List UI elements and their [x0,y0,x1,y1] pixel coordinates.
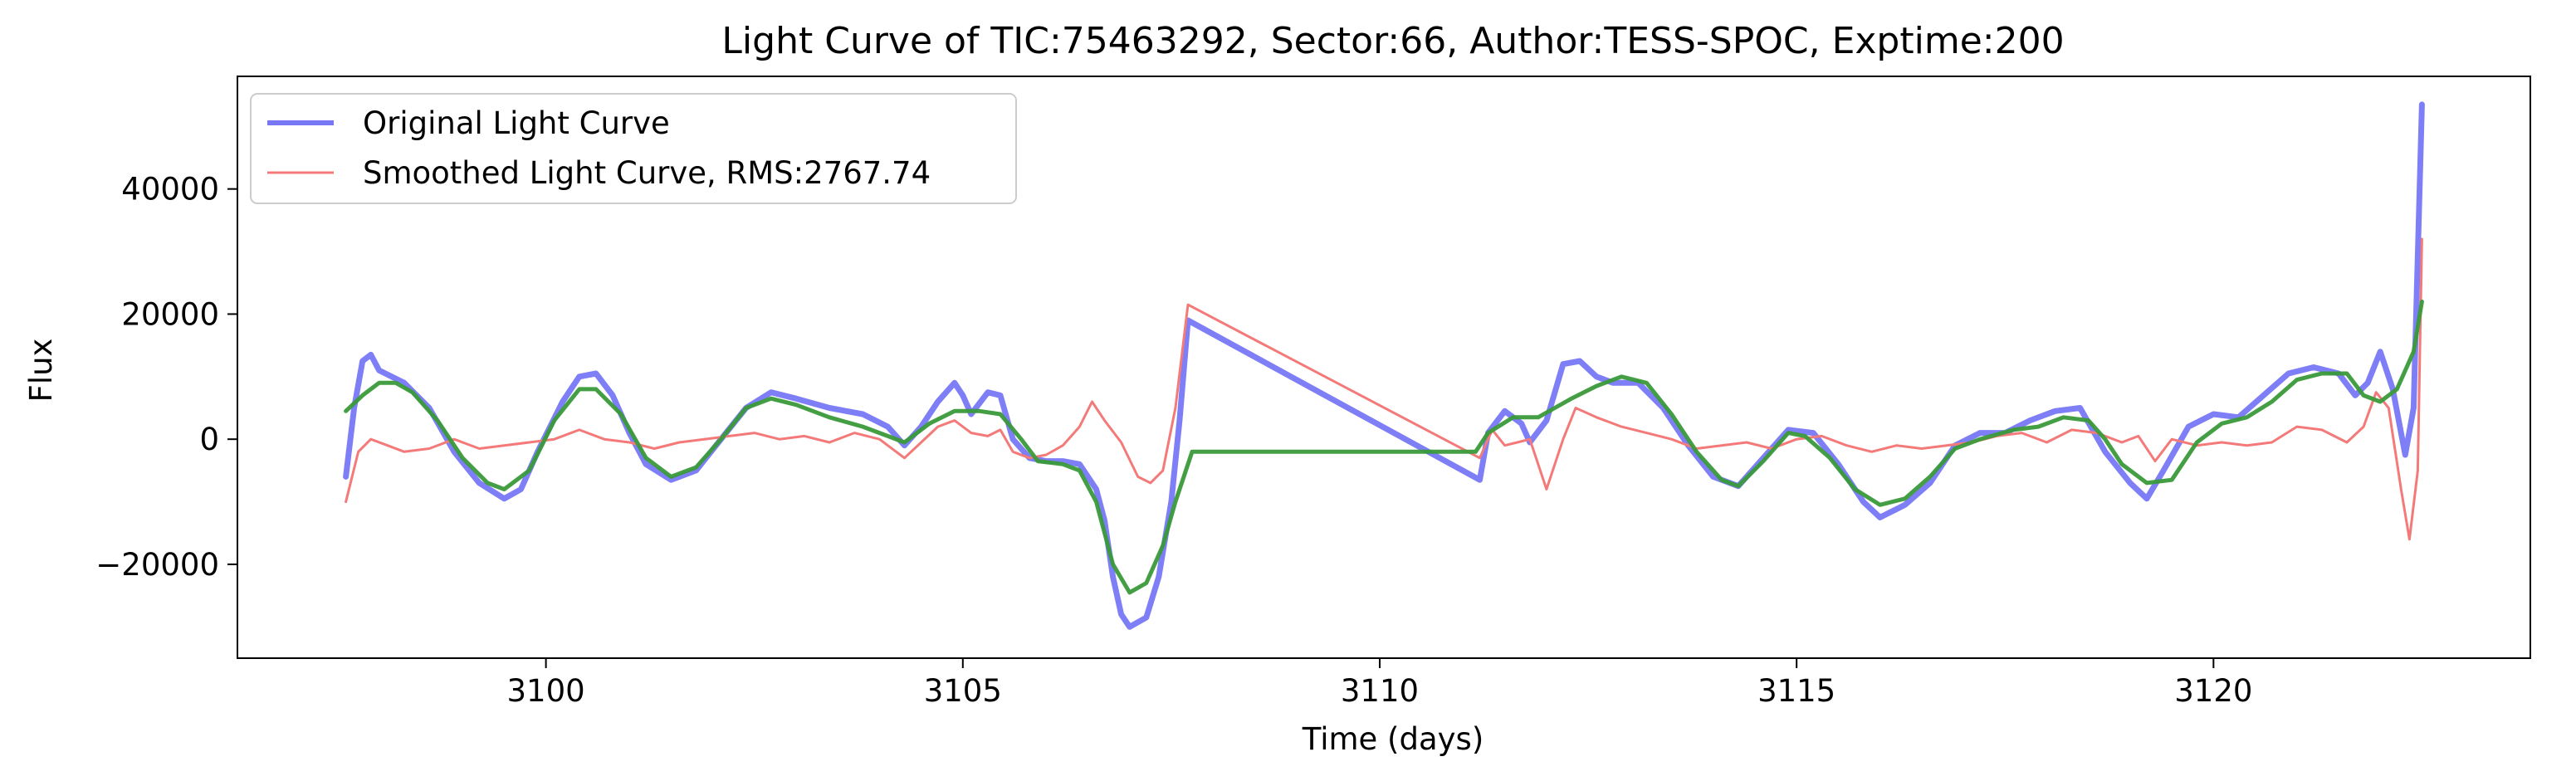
legend-label-smoothed: Smoothed Light Curve, RMS:2767.74 [363,155,931,191]
series-layer [343,101,2425,630]
x-tick-label: 3120 [2174,673,2252,709]
y-tick-label: −20000 [95,547,219,583]
plot-frame [237,76,2531,659]
y-tick-label: 20000 [121,296,219,332]
x-tick-label: 3105 [924,673,1002,709]
x-tick-label: 3100 [507,673,585,709]
y-axis-label: Flux [23,339,59,403]
chart-title: Light Curve of TIC:75463292, Sector:66, … [721,20,2064,62]
x-axis: 3100 3105 3110 3115 3120 [507,658,2252,709]
x-tick-label: 3110 [1341,673,1419,709]
series-fit-line [344,299,2424,595]
x-axis-label: Time (days) [1302,721,1484,757]
y-tick-label: 0 [199,422,219,457]
legend-label-original: Original Light Curve [363,105,670,141]
y-tick-label: 40000 [121,172,219,207]
legend: Original Light Curve Smoothed Light Curv… [250,93,1017,204]
y-axis: −20000 0 20000 40000 [95,172,237,583]
legend-frame [250,93,1017,204]
x-tick-label: 3115 [1757,673,1835,709]
